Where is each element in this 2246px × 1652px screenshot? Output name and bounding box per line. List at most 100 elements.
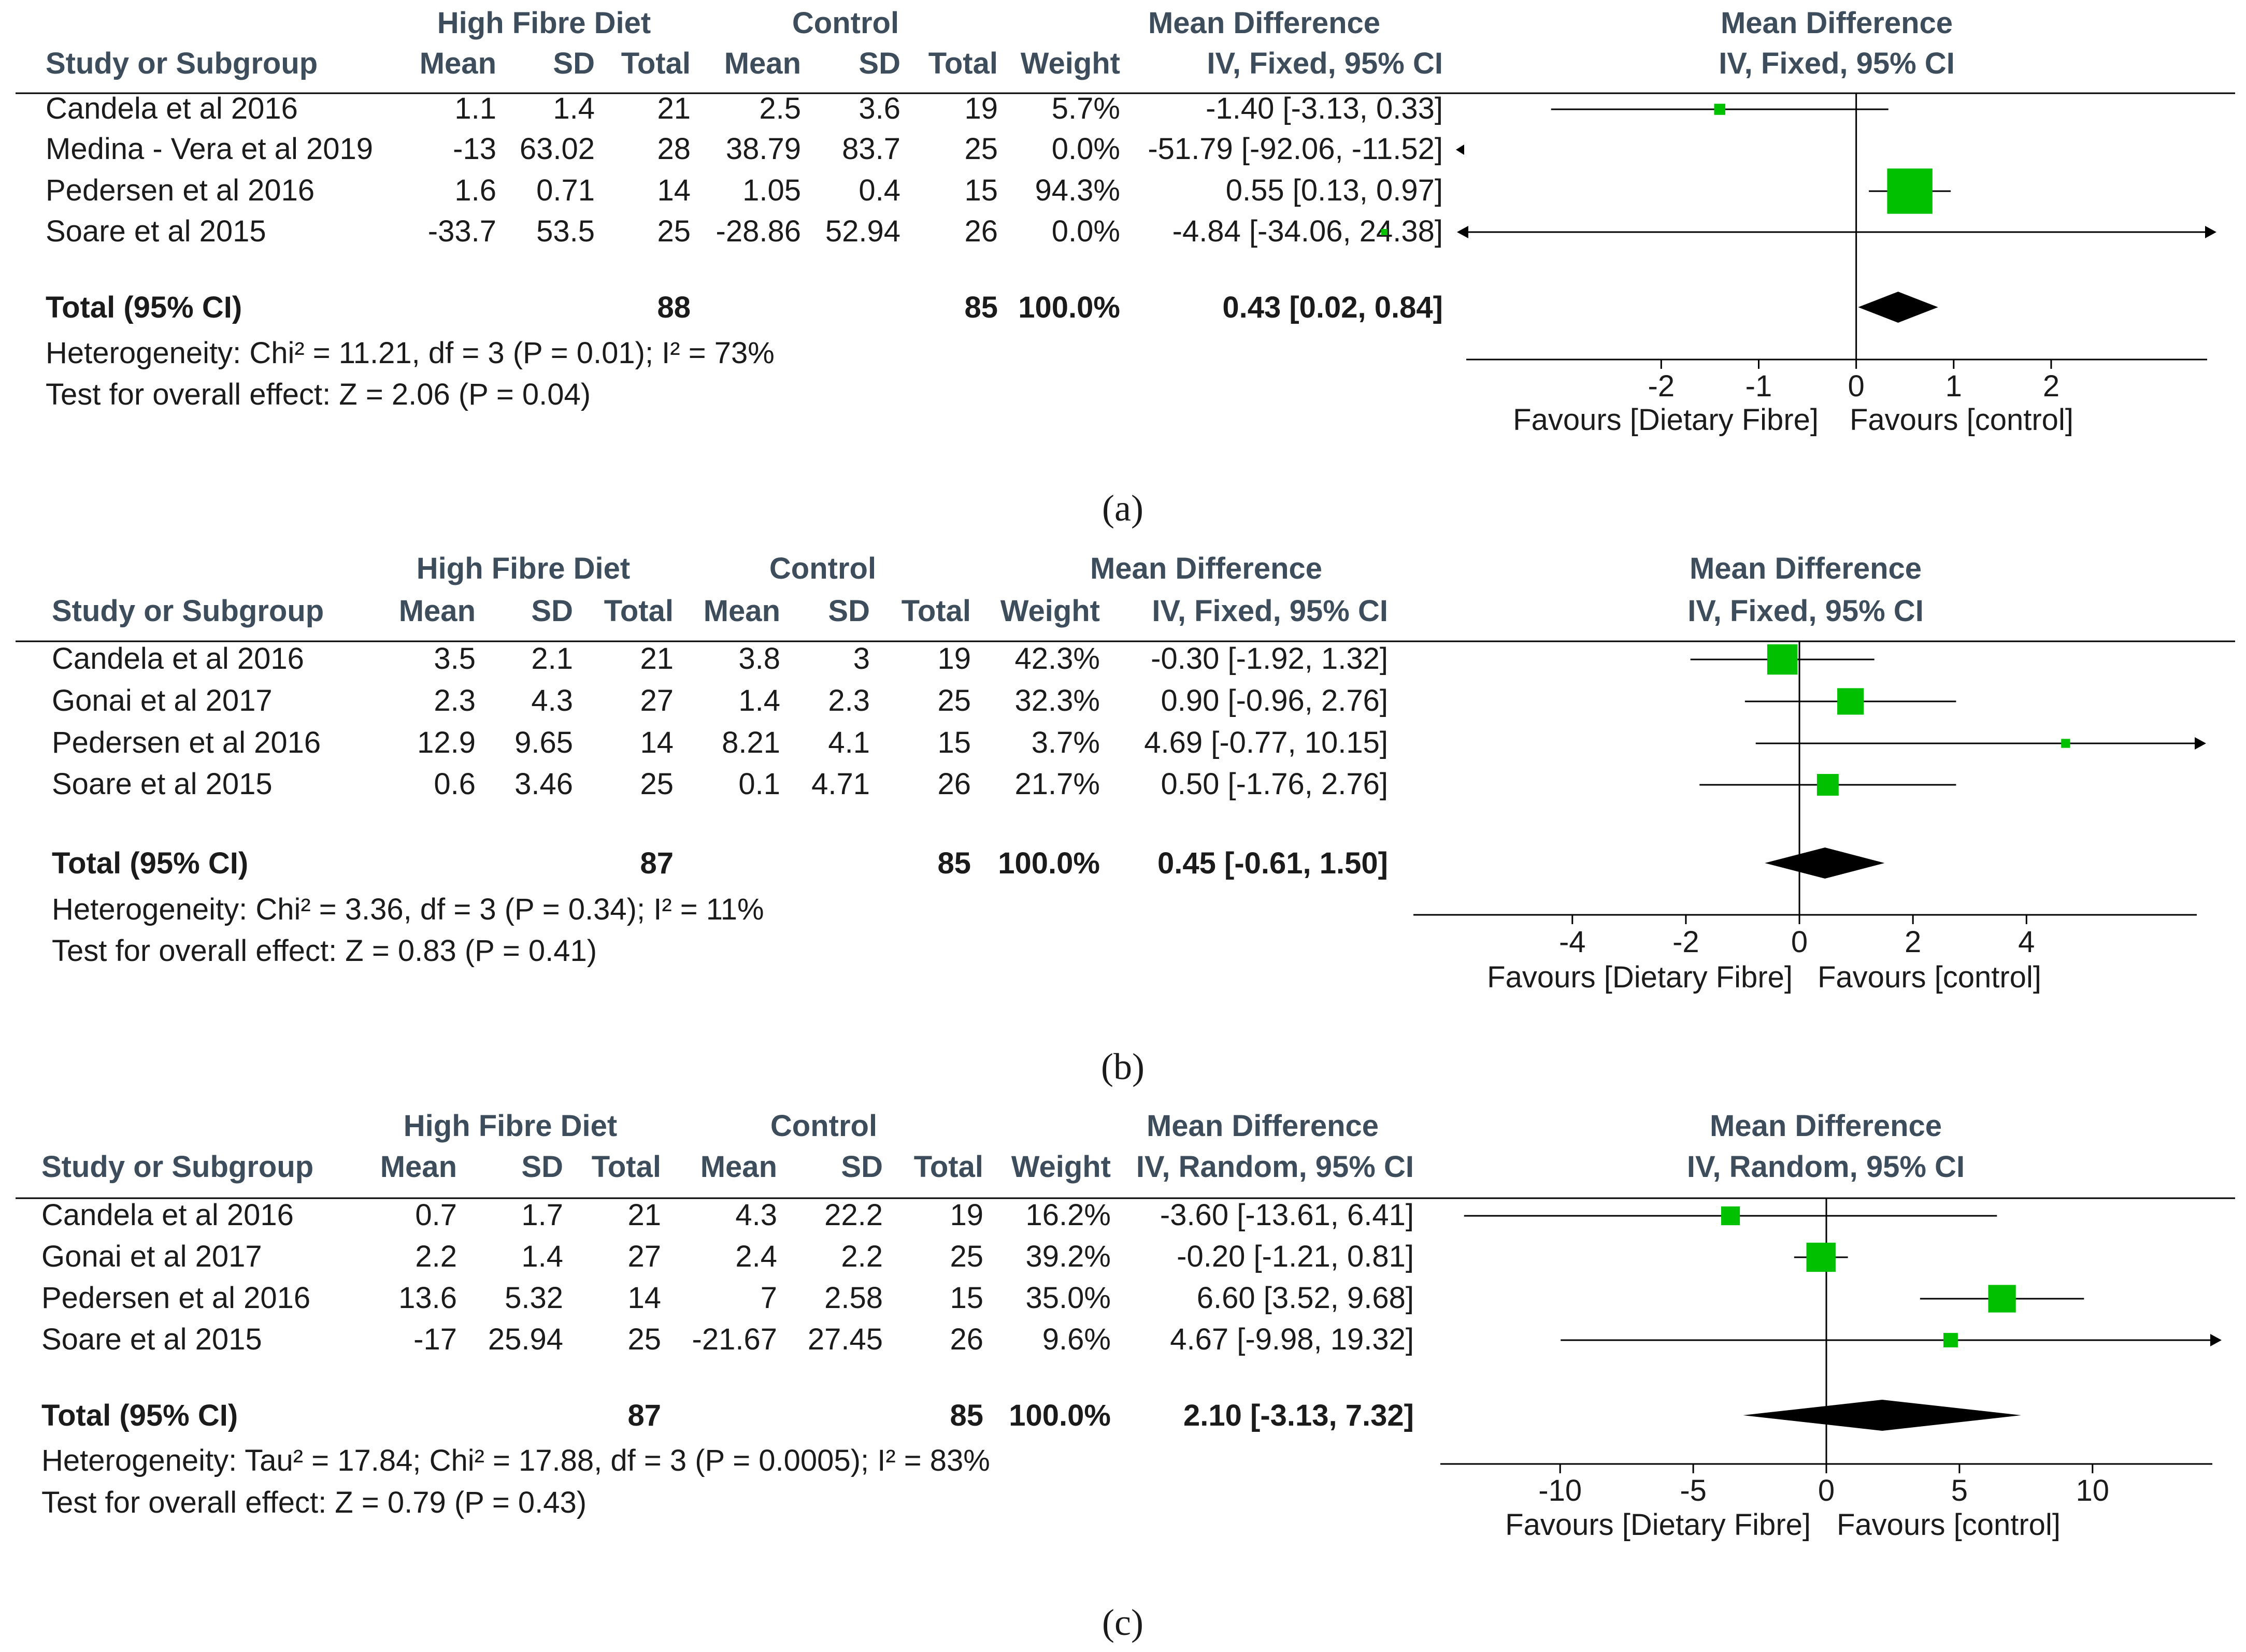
- study-ci: 4.67 [-9.98, 19.32]: [1170, 1323, 1414, 1356]
- favours-left-label: Favours [Dietary Fibre]: [1505, 1508, 1811, 1542]
- study-weight: 39.2%: [1026, 1240, 1111, 1273]
- ci-arrow-right: [2195, 737, 2206, 750]
- total-ci: 2.10 [-3.13, 7.32]: [1183, 1399, 1414, 1432]
- study-mean-1: 2.3: [434, 684, 476, 717]
- header-weight: Weight: [1011, 1150, 1111, 1184]
- header-study: Study or Subgroup: [46, 47, 318, 80]
- forest-panel-1: High Fibre Diet Control Mean Difference Mea…: [16, 6, 2235, 529]
- header-study: Study or Subgroup: [41, 1150, 313, 1184]
- study-total-2: 19: [937, 642, 971, 676]
- header-mean-2: Mean: [724, 47, 801, 80]
- ci-arrow-right: [2205, 226, 2216, 238]
- forest-panel-3: High Fibre Diet Control Mean Difference Mea…: [16, 1109, 2235, 1643]
- header-weight: Weight: [1000, 594, 1100, 628]
- study-mean-2: 2.5: [759, 92, 801, 125]
- study-name: Medina - Vera et al 2019: [46, 132, 373, 166]
- header-method: IV, Random, 95% CI: [1136, 1150, 1414, 1184]
- header-plot-title: Mean Difference: [1710, 1109, 1942, 1143]
- study-sd-2: 22.2: [824, 1198, 883, 1232]
- header-group-high-fibre: High Fibre Diet: [417, 552, 630, 585]
- header-study: Study or Subgroup: [52, 594, 324, 628]
- header-plot-title: Mean Difference: [1690, 552, 1922, 585]
- header-total-2: Total: [902, 594, 971, 628]
- study-mean-2: 7: [761, 1281, 777, 1315]
- header-total-1: Total: [621, 47, 691, 80]
- study-ci: 4.69 [-0.77, 10.15]: [1144, 726, 1388, 759]
- study-mean-2: -21.67: [692, 1323, 777, 1356]
- header-mean-2: Mean: [704, 594, 780, 628]
- x-tick-label: 0: [1818, 1474, 1835, 1507]
- study-weight-square: [1714, 104, 1725, 115]
- study-mean-1: 0.7: [415, 1198, 457, 1232]
- pooled-diamond: [1743, 1400, 2022, 1431]
- pooled-diamond: [1765, 847, 1885, 879]
- x-tick-label: 1: [1945, 369, 1962, 403]
- header-plot-method: IV, Fixed, 95% CI: [1719, 47, 1955, 80]
- study-ci: -1.40 [-3.13, 0.33]: [1206, 92, 1443, 125]
- study-name: Pedersen et al 2016: [52, 726, 321, 759]
- study-total-2: 26: [950, 1323, 983, 1356]
- x-tick-label: -5: [1680, 1474, 1707, 1507]
- pooled-diamond: [1858, 292, 1938, 323]
- total-n-1: 88: [657, 291, 691, 324]
- header-sd-2: SD: [828, 594, 870, 628]
- x-tick-label: -1: [1746, 369, 1772, 403]
- study-ci: -4.84 [-34.06, 24.38]: [1172, 214, 1443, 248]
- x-tick-label: -2: [1672, 925, 1699, 959]
- x-tick-label: 0: [1848, 369, 1864, 403]
- study-sd-1: 9.65: [514, 726, 573, 759]
- total-weight: 100.0%: [1009, 1399, 1111, 1432]
- x-tick-label: 10: [2076, 1474, 2110, 1507]
- study-total-1: 21: [640, 642, 674, 676]
- study-sd-2: 2.58: [824, 1281, 883, 1315]
- x-tick-label: -10: [1538, 1474, 1582, 1507]
- study-total-1: 25: [640, 767, 674, 801]
- forest-panel-2: High Fibre Diet Control Mean Difference Mea…: [16, 552, 2235, 1087]
- study-sd-2: 2.2: [841, 1240, 883, 1273]
- study-ci: -51.79 [-92.06, -11.52]: [1148, 132, 1443, 166]
- study-ci: 6.60 [3.52, 9.68]: [1197, 1281, 1414, 1315]
- favours-left-label: Favours [Dietary Fibre]: [1513, 403, 1819, 437]
- ci-off-scale-arrow: [1456, 145, 1464, 155]
- favours-right-label: Favours [control]: [1850, 403, 2073, 437]
- study-sd-2: 4.1: [828, 726, 870, 759]
- study-mean-2: 38.79: [726, 132, 801, 166]
- x-tick-label: 2: [2043, 369, 2059, 403]
- study-name: Candela et al 2016: [46, 92, 298, 125]
- study-mean-1: -17: [413, 1323, 457, 1356]
- study-sd-2: 27.45: [808, 1323, 883, 1356]
- study-sd-2: 3: [853, 642, 870, 676]
- study-name: Candela et al 2016: [52, 642, 304, 676]
- favours-right-label: Favours [control]: [1837, 1508, 2061, 1542]
- panel-caption: (a): [1102, 487, 1143, 529]
- header-mean-difference: Mean Difference: [1148, 6, 1380, 40]
- study-weight-square: [1837, 688, 1864, 715]
- total-weight: 100.0%: [998, 846, 1100, 880]
- study-total-2: 25: [964, 132, 998, 166]
- heterogeneity-text: Heterogeneity: Tau² = 17.84; Chi² = 17.8…: [41, 1444, 990, 1477]
- overall-effect-text: Test for overall effect: Z = 2.06 (P = 0…: [46, 378, 591, 411]
- study-sd-1: 1.4: [521, 1240, 563, 1273]
- header-group-high-fibre: High Fibre Diet: [437, 6, 651, 40]
- total-label: Total (95% CI): [41, 1399, 238, 1432]
- header-mean-1: Mean: [399, 594, 476, 628]
- header-sd-1: SD: [531, 594, 573, 628]
- study-weight-square: [1721, 1206, 1740, 1226]
- study-name: Gonai et al 2017: [52, 684, 273, 717]
- study-total-1: 14: [657, 174, 691, 207]
- header-method: IV, Fixed, 95% CI: [1207, 47, 1443, 80]
- study-total-1: 25: [627, 1323, 661, 1356]
- study-weight: 3.7%: [1032, 726, 1100, 759]
- header-mean-1: Mean: [380, 1150, 457, 1184]
- study-weight: 35.0%: [1026, 1281, 1111, 1315]
- study-total-2: 19: [964, 92, 998, 125]
- favours-right-label: Favours [control]: [1818, 960, 2041, 994]
- study-sd-2: 4.71: [811, 767, 870, 801]
- favours-left-label: Favours [Dietary Fibre]: [1487, 960, 1793, 994]
- study-total-2: 25: [937, 684, 971, 717]
- total-n-1: 87: [640, 846, 674, 880]
- study-ci: 0.90 [-0.96, 2.76]: [1161, 684, 1388, 717]
- study-sd-1: 25.94: [488, 1323, 563, 1356]
